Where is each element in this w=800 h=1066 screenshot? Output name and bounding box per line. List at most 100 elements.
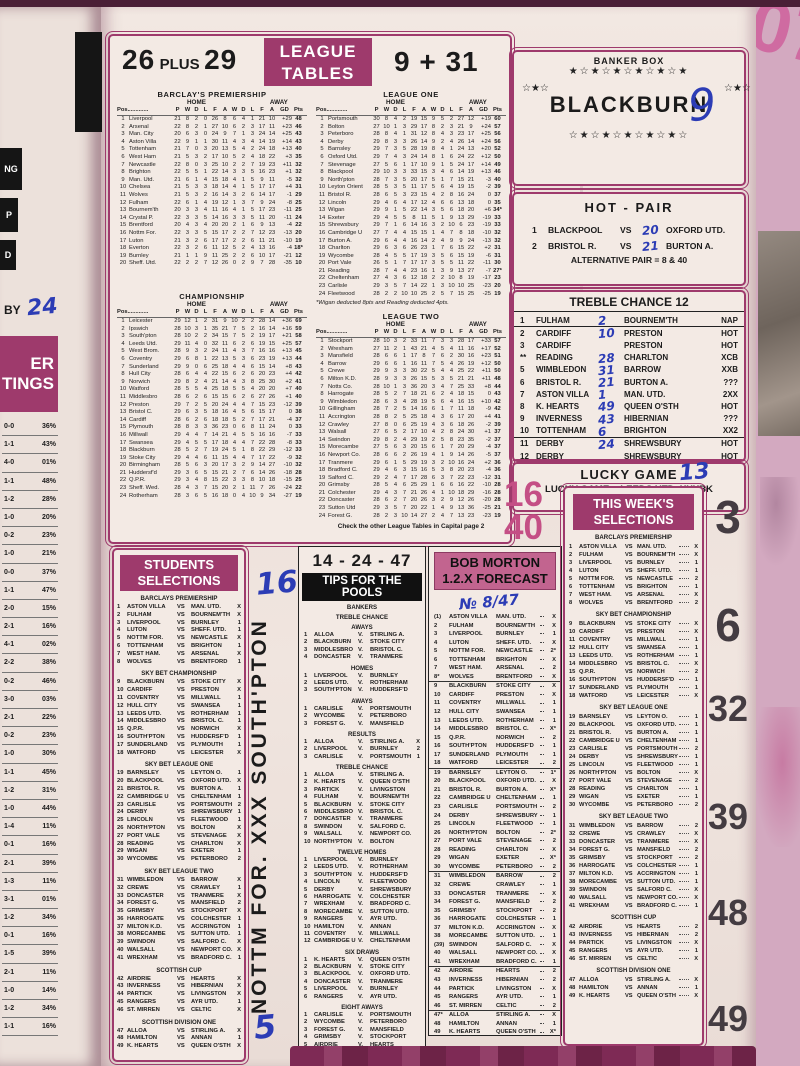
score-percentage-row: 0-1 16% (2, 927, 58, 946)
league-table-row: 20 Port Vale 26 5 1 7 17 17 3 5 5 11 22 -11 30 (318, 260, 501, 267)
dotted-leader (540, 960, 544, 963)
league-tables-badge: LEAGUE TABLES (264, 38, 372, 86)
section-heading: SKY BET LEAGUE ONE (599, 704, 668, 711)
dotted-leader (679, 949, 689, 951)
pools-tip-row: 3 FOREST G. V. MANSFIELD (304, 720, 404, 727)
pools-tip-row: 1 LIVERPOOL V. BURNLEY (304, 672, 399, 679)
selection-row: 29 WIGAN VS EXETER 1 (569, 794, 698, 800)
pools-tip-row: 4 FULHAM V. BOURNEM'TH (304, 794, 410, 801)
section-heading: HOMES (350, 664, 374, 672)
league-table-row: 24 Rotherham 28 3 6 5 16 18 0 4 10 9 34 -27 19 (119, 492, 302, 499)
pools-tip-row: 8 SWINDON V. SALFORD C. (304, 823, 406, 830)
selection-row: 5 NOTTM FOR. VS NEWCASTLE X (117, 635, 241, 642)
forecast-row: 2 FULHAM BOURNEM'TH X (434, 622, 556, 629)
headline-fragment: D (0, 240, 16, 270)
league-table-row: 1 Stockport 28 10 3 2 33 11 7 3 3 28 17 +33 57 (320, 338, 501, 344)
table-footnote: *Wigan deducted 8pts and Reading deducte… (316, 300, 449, 307)
selection-row: 5 NOTTM FOR. VS NEWCASTLE 2 (569, 576, 698, 582)
selection-row: 36 HARROGATE VS COLCHESTER 1 (569, 863, 698, 869)
selection-row: 45 RANGERS VS AYR UTD. 1 (117, 999, 241, 1006)
forecast-row: 45 RANGERS AYR UTD. 1 (434, 994, 556, 1001)
vertical-banker-strip: 16 NOTTM FOR. XXX SOUTH'PTON 5 (240, 548, 299, 1060)
dotted-leader (540, 909, 544, 911)
pools-tip-row: 3 FOREST G. V. MANSFIELD (304, 1026, 404, 1033)
selection-row: 23 CARLISLE VS PORTSMOUTH 2 (569, 746, 698, 752)
pools-tip-row: 4 DONCASTER V. TRANMERE (304, 654, 403, 661)
forecast-row: 6 TOTTENHAM BRIGHTON X (434, 656, 556, 663)
handwritten-number (598, 344, 624, 346)
column-headers: Pos............. P W D L F A W D L F A GD Pts (117, 309, 307, 318)
dotted-leader (679, 731, 689, 733)
handwritten-number: 10 (597, 325, 616, 342)
dotted-leader (540, 771, 544, 774)
selection-row: 2 FULHAM VS BOURNEM'TH X (117, 611, 241, 618)
forecast-row: 37 MILTON K.D. ACCRINGTON X (434, 924, 556, 931)
coupon-numbers-left: 26 PLUS 29 (122, 44, 238, 75)
league-table-row: 15 Brentford 20 4 3 4 20 20 2 1 6 9 13 -4 22 (119, 222, 302, 229)
weekly-selections-box: THIS WEEK'S SELECTIONS BARCLAYS PREMIERS… (560, 483, 707, 1049)
dotted-leader (679, 779, 689, 781)
pools-tip-row: 9 RANGERS V. AYR UTD. (304, 916, 397, 923)
selection-row: 35 GRIMSBY VS STOCKPORT X (117, 908, 241, 915)
dotted-leader (679, 569, 689, 571)
table-body: 1 Liverpool 21 8 2 0 26 8 6 4 1 21 10 +29 48 2 Arsenal 22… (117, 116, 307, 268)
print-fragment (760, 477, 800, 567)
selection-row: 40 WALSALL VS NEWPORT CO. X (569, 895, 698, 901)
forecast-row: 35 GRIMSBY STOCKPORT 2 (434, 907, 556, 914)
dotted-leader (540, 952, 544, 954)
table-body: 1 Portsmouth 30 8 4 2 19 15 9 5 2 27 12 +19 60 2 Bolton 2… (316, 116, 506, 298)
dotted-leader (679, 864, 689, 866)
section-heading: SCOTTISH DIVISION ONE (141, 1018, 217, 1026)
selection-row: 24 DERBY VS SHREWSBURY 1 (117, 809, 241, 816)
selection-row: 8 WOLVES VS BRENTFORD 1 (117, 658, 241, 665)
league-table-row: 3 South'pton 28 10 2 2 34 15 7 5 2 19 17 +21 58 (121, 333, 302, 340)
print-fragment (756, 707, 800, 847)
forecast-row: 34 FOREST G. MANSFIELD 2 (434, 899, 556, 906)
dotted-leader (679, 755, 689, 757)
score-percentage-row: 2-1 39% (2, 855, 58, 873)
selection-row: 3 LIVERPOOL VS BURNLEY 1 (117, 619, 241, 626)
treble-chance-row: 7 ASTON VILLA 1 MAN. UTD. 2XX (520, 387, 738, 403)
league-table-row: 21 Huddersf'd 29 3 6 5 15 21 2 7 6 14 26 -18 28 (119, 469, 302, 476)
forecast-row: 24 DERBY SHREWSBURY 1 (434, 812, 556, 819)
league-table-row: 4 Leeds Utd. 29 11 4 0 32 11 6 2 6 19 15 +25 57 (121, 340, 302, 347)
forecast-row: 32 CREWE CRAWLEY 1 (434, 881, 556, 888)
league-table-row: 6 Oxford Utd. 29 7 4 3 24 14 8 1 6 24 22 +12 50 (320, 153, 501, 160)
pools-tip-row: 2 WYCOMBE V. PETERBORO (304, 713, 407, 720)
league-table-row: 4 Derby 29 8 3 3 26 14 9 2 4 26 14 +24 56 (320, 138, 501, 145)
dotted-leader (679, 840, 689, 842)
pools-tip-row: 5 LIVERPOOL V. BURNLEY (304, 986, 399, 993)
pools-tip-row: 6 HARROGATE V. COLCHESTER (304, 893, 410, 900)
selection-row: 1 ASTON VILLA VS MAN. UTD. X (117, 604, 241, 610)
selection-row: 44 PARTICK VS LIVINGSTON X (117, 991, 241, 998)
selection-row: 9 BLACKBURN VS STOKE CITY X (569, 621, 698, 627)
dotted-leader (679, 925, 689, 927)
pools-tip-row: 8 MORECAMBE V. SUTTON UTD. (304, 908, 409, 915)
star-border-bottom: ☆★☆★☆★☆★☆★☆ (568, 130, 690, 141)
pools-tip-row: 2 K. HEARTS V. QUEEN O'STH (304, 779, 410, 786)
league-table-row: 12 Preston 29 7 2 5 20 24 4 4 7 15 23 -12 39 (119, 401, 302, 408)
score-percentage-row: 1-1 48% (2, 473, 58, 491)
score-percentage-row: 4-0 01% (2, 454, 58, 473)
score-percentage-row: 1-0 21% (2, 545, 58, 564)
league-table-row: 22 Q.P.R. 29 3 4 8 15 22 3 3 8 10 18 -15 25 (119, 477, 302, 484)
selection-row: 15 Q.P.R. VS NORWICH X (117, 726, 241, 733)
adjacent-page-right: 07 (756, 7, 800, 1066)
margin-coupon-number: 48 (707, 892, 749, 933)
dotted-leader (679, 638, 689, 640)
selection-row: 22 CAMBRIDGE U VS CHELTENHAM 1 (569, 738, 698, 744)
dotted-leader (540, 1031, 544, 1033)
weekly-selections-title: THIS WEEK'S SELECTIONS (573, 494, 694, 530)
dotted-leader (540, 917, 544, 920)
dotted-leader (540, 736, 544, 738)
selection-row: 37 MILTON K.D. VS ACCRINGTON 1 (569, 871, 698, 877)
league-table-row: 19 Burnley 21 1 1 9 11 25 2 2 6 10 17 -21 12 (119, 252, 302, 259)
selection-row: 28 READING VS CHARLTON 1 (569, 786, 698, 792)
selection-row: 6 TOTTENHAM VS BRIGHTON 1 (117, 642, 241, 649)
selection-row: 47 ALLOA VS STIRLING A. X (569, 977, 698, 983)
league-table-row: 19 Wycombe 28 4 5 5 17 19 3 5 6 15 19 -6 31 (318, 252, 501, 259)
league-table-row: 5 West Brom. 28 9 3 2 24 11 4 3 7 16 16 +13 45 (121, 348, 302, 355)
score-percentage-row: 1-2 28% (2, 491, 58, 509)
score-percentage-row: 1-1 43% (2, 436, 58, 455)
section-heading: SKY BET LEAGUE TWO (144, 867, 214, 875)
